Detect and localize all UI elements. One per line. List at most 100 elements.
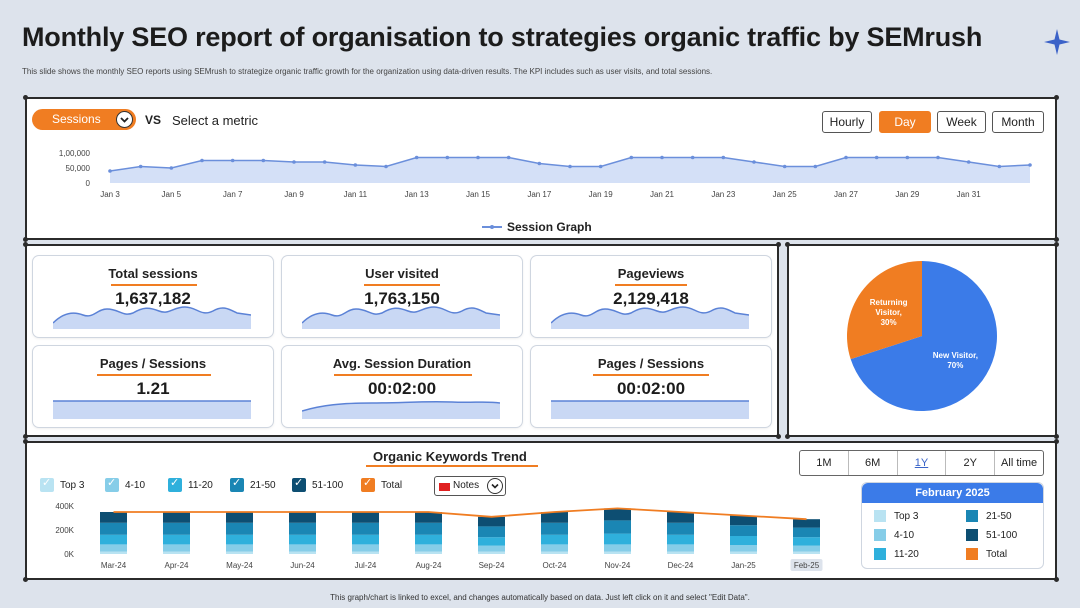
detail-item: Total — [966, 548, 1007, 560]
kpi-value: 00:02:00 — [367, 379, 437, 398]
x-tick-label: Nov-24 — [605, 561, 631, 570]
notes-dropdown[interactable]: Notes — [434, 476, 506, 496]
session-point — [138, 164, 143, 169]
sparkline — [302, 400, 500, 419]
sparkline — [551, 306, 749, 329]
bar-segment — [100, 522, 127, 535]
range-1y-button[interactable]: 1Y — [898, 451, 947, 475]
bar-segment — [793, 527, 820, 538]
footer-note: This graph/chart is linked to excel, and… — [330, 593, 750, 602]
keywords-title: Organic Keywords Trend — [373, 449, 527, 464]
bar-segment — [793, 519, 820, 528]
detail-item: 4-10 — [874, 529, 914, 541]
bar-segment — [289, 551, 316, 554]
session-point — [445, 155, 450, 160]
bar-segment — [415, 512, 442, 523]
y-tick-label: 400K — [55, 502, 74, 511]
bar-segment — [541, 544, 568, 552]
bar-segment — [289, 522, 316, 535]
legend-total-checkbox[interactable]: Total — [361, 476, 402, 492]
notes-flag-icon — [439, 483, 450, 491]
bar-segment — [163, 551, 190, 554]
sparkline — [53, 400, 251, 419]
x-tick-label: Jan 17 — [527, 190, 552, 199]
bar-segment — [793, 551, 820, 554]
bar-segment — [793, 537, 820, 546]
x-tick-label: Feb-25 — [794, 561, 820, 570]
x-tick-label: Jan 15 — [466, 190, 491, 199]
session-point — [966, 160, 971, 164]
legend-21-50-checkbox[interactable]: 21-50 — [230, 476, 276, 492]
range-all-time-button[interactable]: All time — [1001, 457, 1038, 469]
granularity-hourly-button[interactable]: Hourly — [822, 111, 872, 133]
session-graph-caption: Session Graph — [507, 220, 592, 234]
bar-segment — [604, 551, 631, 554]
range-selector: 1M 6M 1Y 2Y All time — [799, 450, 1044, 476]
granularity-day-button[interactable]: Day — [879, 111, 931, 133]
session-point — [690, 155, 695, 160]
bar-segment — [478, 545, 505, 552]
x-tick-label: May-24 — [226, 561, 253, 570]
bar-segment — [730, 551, 757, 554]
pie-label: Returning — [870, 298, 908, 307]
granularity-week-button[interactable]: Week — [937, 111, 986, 133]
bar-segment — [667, 512, 694, 523]
chevron-down-icon — [487, 478, 503, 494]
legend-11-20-checkbox[interactable]: 11-20 — [168, 476, 213, 492]
kpi-card-pages-per-session-2: Pages / Sessions 00:02:00 — [531, 346, 771, 427]
bar-segment — [100, 512, 127, 523]
session-point — [813, 164, 818, 169]
kpi-value: 1.21 — [136, 379, 170, 398]
line-legend-icon — [482, 225, 502, 229]
session-point — [200, 158, 204, 163]
session-point — [108, 169, 112, 173]
range-6m-button[interactable]: 6M — [849, 451, 898, 475]
bar-segment — [730, 525, 757, 536]
bar-segment — [352, 512, 379, 523]
total-line — [113, 507, 807, 521]
bar-segment — [352, 534, 379, 545]
metric-dropdown[interactable]: Sessions — [32, 109, 136, 130]
bar-segment — [604, 533, 631, 545]
sparkline — [302, 306, 500, 329]
pie-label: Visitor, — [875, 308, 902, 317]
kpi-card-pages-per-session: Pages / Sessions 1.21 — [33, 346, 273, 427]
range-1m-button[interactable]: 1M — [800, 451, 849, 475]
x-tick-label: Jan 11 — [344, 190, 368, 199]
bar-segment — [604, 520, 631, 534]
session-area — [110, 157, 1030, 183]
y-tick-label: 50,000 — [66, 164, 91, 173]
session-point — [414, 155, 419, 160]
select-metric-link[interactable]: Select a metric — [172, 113, 258, 128]
bar-segment — [604, 544, 631, 552]
x-tick-label: Aug-24 — [416, 561, 442, 570]
x-tick-label: Jun-24 — [290, 561, 315, 570]
x-tick-label: Jan 3 — [100, 190, 120, 199]
legend-4-10-checkbox[interactable]: 4-10 — [105, 476, 145, 492]
range-2y-button[interactable]: 2Y — [946, 451, 996, 475]
session-point — [322, 160, 327, 164]
bar-segment — [415, 544, 442, 552]
legend-top3-checkbox[interactable]: Top 3 — [40, 476, 84, 492]
bar-segment — [415, 534, 442, 545]
x-tick-label: Jan 7 — [223, 190, 243, 199]
bar-segment — [352, 551, 379, 554]
session-point — [936, 155, 940, 160]
pie-slice — [847, 261, 922, 360]
pie-label: 30% — [881, 318, 897, 327]
granularity-month-button[interactable]: Month — [992, 111, 1044, 133]
bar-segment — [793, 545, 820, 552]
vs-label: VS — [145, 113, 162, 127]
bar-segment — [415, 522, 442, 535]
pie-slice — [850, 261, 997, 411]
sparkline — [53, 306, 251, 329]
x-tick-label: Oct-24 — [542, 561, 567, 570]
bar-segment — [226, 522, 253, 535]
bar-segment — [289, 544, 316, 552]
bar-segment — [667, 534, 694, 545]
legend-51-100-checkbox[interactable]: 51-100 — [292, 476, 343, 492]
x-tick-label: Jan 31 — [957, 190, 982, 199]
x-tick-label: Jan 25 — [773, 190, 798, 199]
kpi-card-pageviews: Pageviews 2,129,418 — [531, 256, 771, 337]
detail-item: 11-20 — [874, 548, 919, 560]
